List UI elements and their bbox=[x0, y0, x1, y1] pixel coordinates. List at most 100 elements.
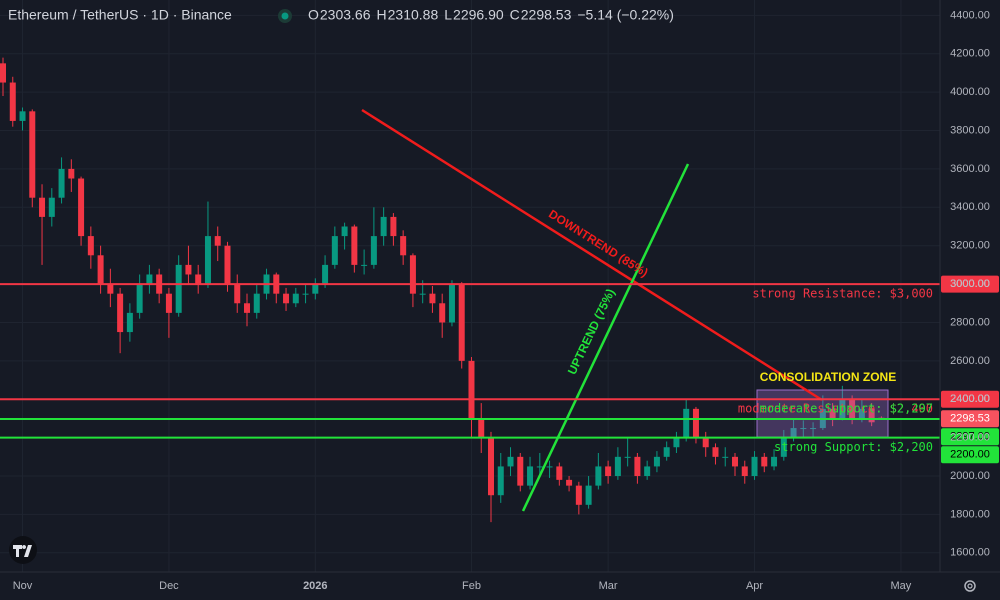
candle-body bbox=[673, 437, 680, 448]
candle-body bbox=[146, 274, 153, 285]
price-badge-label: 2400.00 bbox=[950, 393, 990, 405]
candle-body bbox=[722, 456, 729, 458]
candle-body bbox=[741, 466, 748, 477]
y-tick-label: 2800.00 bbox=[950, 316, 990, 328]
candle-body bbox=[497, 466, 504, 496]
candle-body bbox=[185, 264, 192, 275]
candle-body bbox=[790, 428, 797, 438]
settings-icon[interactable] bbox=[964, 580, 976, 592]
candle-body bbox=[126, 312, 133, 333]
zone-label: CONSOLIDATION ZONE bbox=[760, 370, 896, 384]
price-badge-label: 2298.53 bbox=[950, 413, 990, 425]
candle-body bbox=[683, 408, 690, 438]
y-tick-label: 3800.00 bbox=[950, 124, 990, 136]
candle-body bbox=[165, 293, 172, 313]
price-badge bbox=[941, 428, 999, 446]
price-badge-label: 2297.00 bbox=[950, 431, 990, 443]
candle-body bbox=[634, 456, 641, 477]
candle-body bbox=[341, 226, 348, 237]
x-tick-label: Mar bbox=[599, 580, 618, 592]
candle-body bbox=[751, 456, 758, 477]
candle-body bbox=[624, 456, 631, 458]
level-label: strong Resistance: $3,000 bbox=[752, 287, 933, 301]
candle-body bbox=[351, 226, 358, 265]
candle-body bbox=[302, 293, 309, 295]
x-tick-label: Feb bbox=[462, 580, 481, 592]
y-tick-label: 2000.00 bbox=[950, 470, 990, 482]
candle-body bbox=[439, 303, 446, 323]
tv-logo bbox=[9, 536, 37, 564]
candle-body bbox=[575, 485, 582, 505]
consolidation-box bbox=[756, 389, 889, 438]
candle-body bbox=[29, 111, 36, 198]
x-tick-label: Nov bbox=[13, 580, 33, 592]
candle-body bbox=[692, 408, 699, 438]
candle-body bbox=[97, 255, 104, 285]
candle-body bbox=[488, 437, 494, 496]
candle-body bbox=[39, 197, 46, 217]
price-badge bbox=[941, 410, 999, 428]
price-badge bbox=[941, 275, 999, 293]
candle-body bbox=[429, 293, 436, 304]
y-tick-label: 2600.00 bbox=[950, 355, 990, 367]
y-tick-label: 3600.00 bbox=[950, 163, 990, 175]
candle-body bbox=[78, 178, 85, 237]
candle-body bbox=[48, 197, 55, 217]
header: Ethereum / TetherUS · 1D · Binance O 2303… bbox=[8, 7, 674, 23]
level-label: moderate Support: $2,297 bbox=[760, 402, 933, 416]
candle-body bbox=[732, 456, 738, 467]
candle-body bbox=[517, 456, 524, 486]
y-tick-label: 3000.00 bbox=[950, 278, 990, 290]
level-label: moderate Resistance: $2,400 bbox=[738, 402, 933, 416]
candle-body bbox=[175, 264, 182, 313]
candle-body bbox=[87, 236, 94, 256]
candle-body bbox=[419, 293, 426, 295]
candle-body bbox=[312, 284, 319, 294]
candle-body bbox=[829, 408, 836, 419]
candle-body bbox=[9, 82, 16, 121]
y-tick-label: 1800.00 bbox=[950, 508, 990, 520]
candle-body bbox=[780, 437, 787, 457]
y-tick-label: 3200.00 bbox=[950, 240, 990, 252]
candle-body bbox=[858, 408, 865, 419]
candle-body bbox=[68, 168, 75, 179]
status-dot bbox=[281, 12, 289, 20]
candle-body bbox=[810, 428, 817, 430]
candle-body bbox=[614, 456, 621, 477]
x-tick-label: May bbox=[891, 580, 912, 592]
candle-body bbox=[458, 284, 465, 361]
ohlc-key: H bbox=[377, 7, 387, 23]
symbol: Ethereum / TetherUS · 1D · Binance bbox=[8, 7, 232, 23]
candle-body bbox=[507, 456, 514, 467]
candle-body bbox=[244, 303, 250, 313]
downtrend-line bbox=[361, 108, 823, 402]
candle-body bbox=[712, 447, 719, 457]
candle-body bbox=[283, 293, 290, 304]
ohlc-value: 2303.66 bbox=[320, 7, 371, 23]
candle-body bbox=[204, 236, 211, 285]
candle-body bbox=[409, 255, 416, 294]
candle-body bbox=[448, 284, 455, 323]
candle-body bbox=[761, 456, 768, 467]
levels: strong Resistance: $3,000 moderate Resist… bbox=[0, 275, 999, 464]
candle-body bbox=[702, 437, 709, 448]
candle-body bbox=[663, 447, 670, 457]
candle-body bbox=[19, 111, 26, 121]
candle-body bbox=[585, 485, 592, 505]
uptrend-line bbox=[521, 163, 690, 512]
candle-body bbox=[556, 466, 563, 480]
candle-body bbox=[400, 236, 407, 256]
ohlc-value: 2296.90 bbox=[453, 7, 504, 23]
candle-body bbox=[536, 466, 543, 468]
candle-body bbox=[322, 264, 329, 285]
candle-body bbox=[253, 293, 260, 313]
candle-body bbox=[117, 293, 124, 333]
change: −5.14 (−0.22%) bbox=[577, 7, 674, 23]
candle-body bbox=[136, 284, 143, 313]
candle-body bbox=[478, 418, 485, 438]
candle-body bbox=[224, 245, 231, 285]
ohlc-key: O bbox=[308, 7, 319, 23]
price-badge-label: 3000.00 bbox=[950, 278, 990, 290]
candle-body bbox=[214, 236, 221, 246]
